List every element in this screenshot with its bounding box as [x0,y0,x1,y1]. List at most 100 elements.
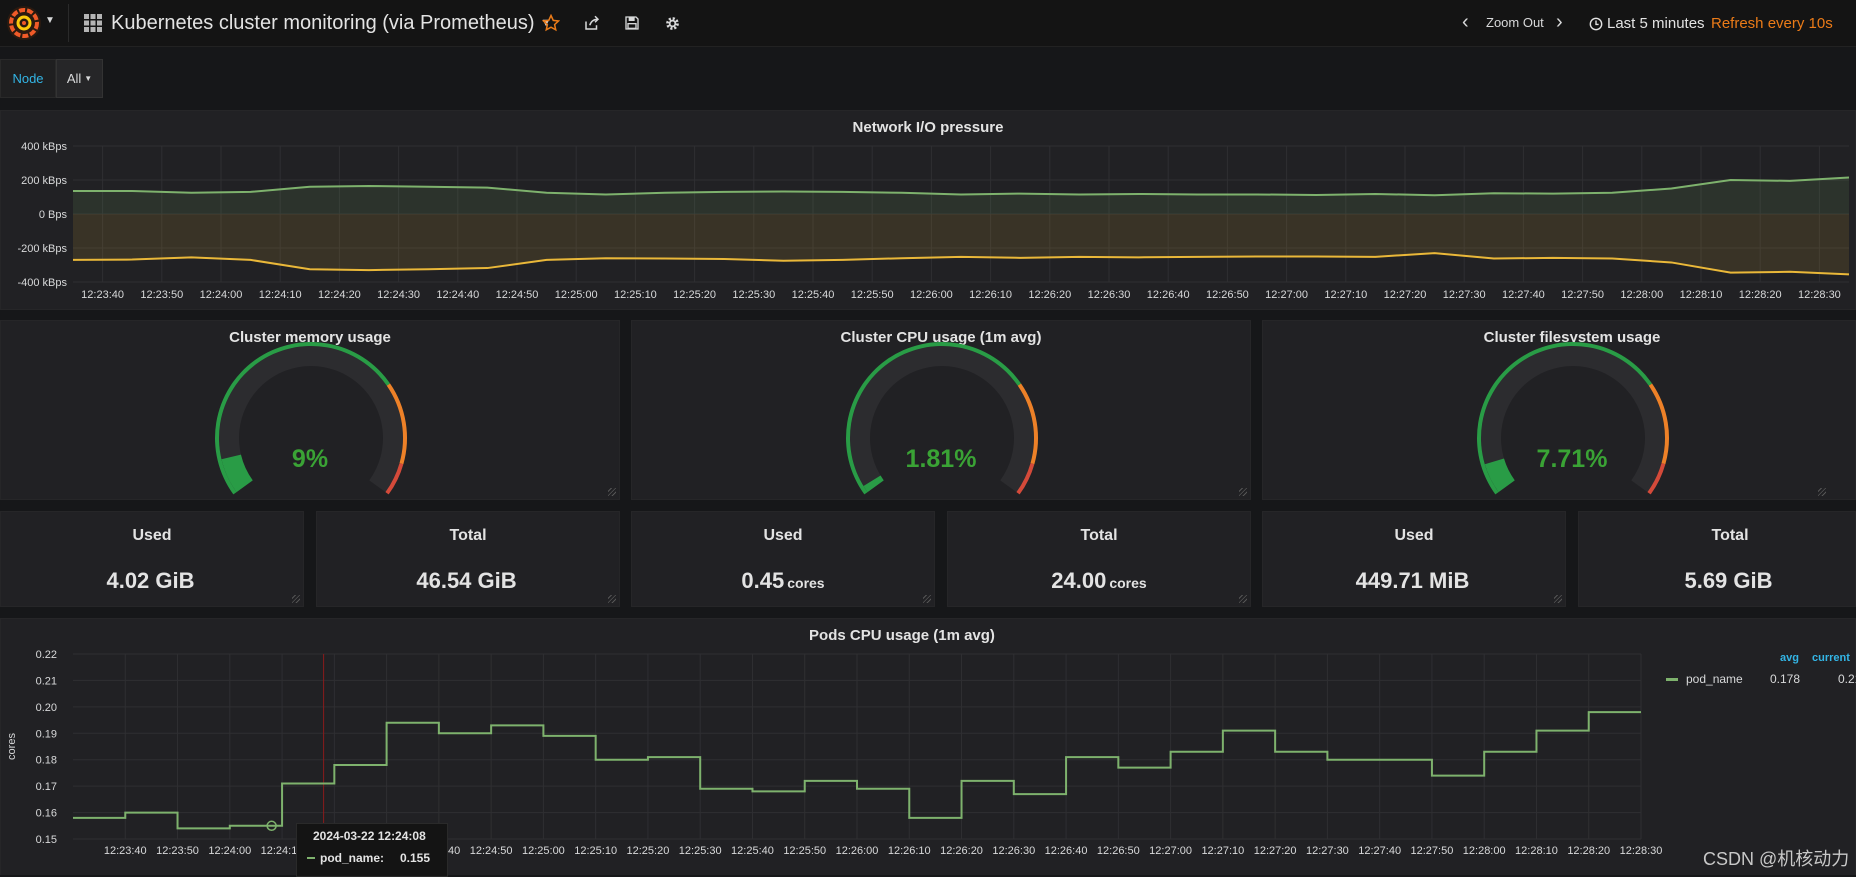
dashboard-grid-icon [84,14,102,32]
stat-value: 449.71 MiB [1355,568,1470,593]
x-tick-label: 12:27:30 [1306,845,1349,857]
gauge-value: 7.71% [1536,445,1608,473]
gauge-value: 1.81% [905,445,977,473]
resize-handle-icon[interactable] [1239,595,1247,603]
gauge-threshold-orange [1648,383,1669,465]
stat-label[interactable]: Used [763,527,803,544]
x-tick-label: 12:25:50 [851,289,894,301]
stat-panel-cpu-total: Total 24.00 cores [947,511,1251,607]
network-io-chart: 400 kBps 200 kBps 0 Bps -200 kBps -400 kBps 1… [17,141,1850,301]
legend-series-color-icon[interactable] [1666,677,1678,681]
x-tick-label: 12:26:20 [940,845,983,857]
x-tick-label: 12:27:20 [1254,845,1297,857]
x-tick-label: 12:24:00 [200,289,243,301]
y-tick-label: 0.15 [36,834,57,846]
stat-label[interactable]: Used [132,527,172,544]
legend-current-value: 0.21 [1838,672,1856,686]
x-tick-label: 12:26:50 [1097,845,1140,857]
x-tick-label: 12:25:40 [731,845,774,857]
y-tick-label: 0.16 [36,808,57,820]
star-icon[interactable] [540,12,562,34]
panel-title[interactable]: Pods CPU usage (1m avg) [809,627,995,644]
node-variable-select[interactable]: All ▼ [56,59,103,98]
x-tick-label: 12:26:10 [969,289,1012,301]
cpu-gauge [846,342,1038,495]
legend-avg-header[interactable]: avg [1780,652,1799,664]
x-tick-label: 12:27:10 [1324,289,1367,301]
series-area [73,214,1849,275]
node-variable-value: All [66,71,82,86]
stat-label[interactable]: Total [1711,527,1749,544]
y-tick-label: 0 Bps [39,209,68,221]
x-tick-label: 12:27:50 [1561,289,1604,301]
logo-menu-caret-icon[interactable]: ▼ [45,15,55,26]
panel-title[interactable]: Cluster memory usage [229,329,391,346]
chevron-left-icon[interactable]: ‹ [1462,11,1469,33]
x-tick-label: 12:25:30 [679,845,722,857]
time-range-picker[interactable]: Last 5 minutes [1589,15,1705,32]
x-tick-label: 12:25:20 [627,845,670,857]
share-icon[interactable] [581,12,603,34]
x-tick-label: 12:27:00 [1149,845,1192,857]
resize-handle-icon[interactable] [1818,488,1826,496]
zoom-out-button[interactable]: Zoom Out [1486,15,1544,30]
x-tick-label: 12:28:20 [1567,845,1610,857]
panel-title[interactable]: Cluster filesystem usage [1483,329,1661,346]
gauge-track [850,346,1034,493]
node-variable-label: Node [0,59,56,98]
chevron-right-icon[interactable]: › [1556,11,1563,33]
resize-handle-icon[interactable] [923,595,931,603]
dashboard-title-button[interactable]: Kubernetes cluster monitoring (via Prome… [68,4,551,42]
stat-label[interactable]: Total [1080,527,1118,544]
x-tick-label: 12:23:40 [81,289,124,301]
grafana-logo-icon[interactable] [6,5,42,41]
resize-handle-icon[interactable] [1239,488,1247,496]
refresh-interval-button[interactable]: Refresh every 10s [1711,15,1833,32]
x-tick-label: 12:25:40 [792,289,835,301]
x-tick-label: 12:26:40 [1147,289,1190,301]
panel-title[interactable]: Network I/O pressure [852,119,1004,136]
gauge-track [219,346,403,493]
stat-panel-memory-used: Used 4.02 GiB [0,511,304,607]
gauge-threshold-orange [1017,383,1038,465]
x-tick-label: 12:28:30 [1620,845,1663,857]
stat-label[interactable]: Used [1394,527,1434,544]
x-tick-label: 12:27:40 [1502,289,1545,301]
clock-icon [1589,17,1603,30]
x-tick-label: 12:26:20 [1028,289,1071,301]
x-tick-label: 12:28:10 [1515,845,1558,857]
x-tick-label: 12:28:30 [1798,289,1841,301]
gauge-value-arc [1484,458,1515,493]
series-area [73,177,1849,214]
pods-cpu-panel: Pods CPU usage (1m avg) 0.22 0.21 0.20 0.19… [0,618,1856,875]
x-tick-label: 12:26:50 [1206,289,1249,301]
filesystem-gauge [1477,342,1669,495]
y-tick-label: 0.20 [36,702,57,714]
x-tick-label: 12:24:50 [470,845,513,857]
resize-handle-icon[interactable] [292,595,300,603]
x-tick-label: 12:23:50 [156,845,199,857]
resize-handle-icon[interactable] [608,488,616,496]
x-tick-label: 12:26:30 [1088,289,1131,301]
gauge-panel-memory: Cluster memory usage 9% [0,320,620,500]
resize-handle-icon[interactable] [1554,595,1562,603]
tooltip-series-name: pod_name: [320,851,385,865]
legend-current-header[interactable]: current [1812,652,1850,664]
stat-value: 4.02 GiB [106,568,195,593]
settings-gear-icon[interactable] [661,12,683,34]
stat-label[interactable]: Total [449,527,487,544]
panel-title[interactable]: Cluster CPU usage (1m avg) [840,329,1042,346]
y-tick-label: 0.17 [36,781,57,793]
series-line [72,252,1850,276]
x-tick-label: 12:25:10 [574,845,617,857]
x-tick-label: 12:25:10 [614,289,657,301]
x-tick-label: 12:26:00 [836,845,879,857]
gauge-threshold-red [1016,463,1035,495]
resize-handle-icon[interactable] [608,595,616,603]
tooltip-series-color-icon [307,857,315,859]
pods-cpu-chart: 0.22 0.21 0.20 0.19 0.18 0.17 0.16 0.15 12:23:40… [6,649,1663,857]
x-tick-label: 12:27:00 [1265,289,1308,301]
save-icon[interactable] [621,12,643,34]
legend-series-row[interactable]: pod_name 0.178 0.21 [1666,672,1856,686]
y-tick-label: 400 kBps [21,141,67,153]
